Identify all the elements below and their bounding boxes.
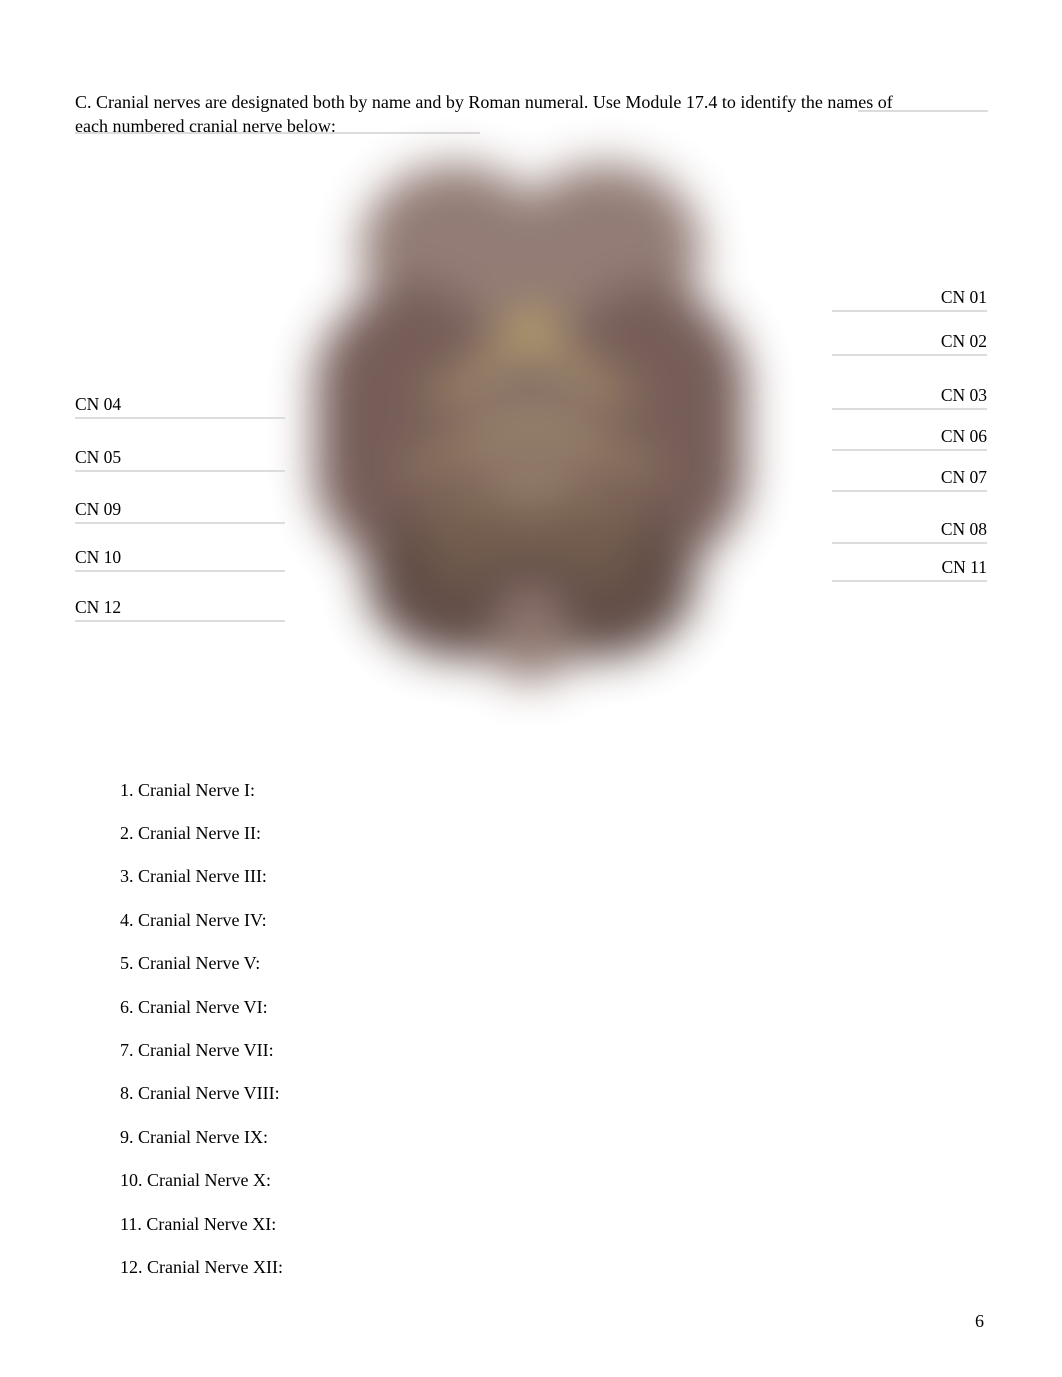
diagram-label-cn10: CN 10 <box>75 547 285 572</box>
label-underline <box>832 449 987 451</box>
label-underline <box>75 620 285 622</box>
diagram-label-cn12: CN 12 <box>75 597 285 622</box>
diagram-label-text: CN 04 <box>75 394 121 414</box>
list-item: 4. Cranial Nerve IV: <box>120 909 987 932</box>
list-item: 12. Cranial Nerve XII: <box>120 1256 987 1279</box>
label-underline <box>75 570 285 572</box>
brain-inferior-view-image <box>316 159 746 679</box>
diagram-label-text: CN 05 <box>75 447 121 467</box>
label-underline <box>75 522 285 524</box>
diagram-label-cn04: CN 04 <box>75 394 285 419</box>
cranial-nerve-answer-list: 1. Cranial Nerve I: 2. Cranial Nerve II:… <box>75 779 987 1280</box>
diagram-label-cn05: CN 05 <box>75 447 285 472</box>
diagram-label-cn07: CN 07 <box>832 467 987 492</box>
diagram-label-cn06: CN 06 <box>832 426 987 451</box>
label-underline <box>832 580 987 582</box>
list-item: 7. Cranial Nerve VII: <box>120 1039 987 1062</box>
diagram-label-text: CN 03 <box>941 385 987 405</box>
list-item: 8. Cranial Nerve VIII: <box>120 1082 987 1105</box>
list-item: 2. Cranial Nerve II: <box>120 822 987 845</box>
label-underline <box>832 354 987 356</box>
label-underline <box>832 310 987 312</box>
label-underline <box>75 417 285 419</box>
cranial-nerve-diagram-region: CN 04 CN 05 CN 09 CN 10 CN 12 CN 01 CN 0… <box>75 149 987 709</box>
diagram-label-cn01: CN 01 <box>832 287 987 312</box>
diagram-label-cn08: CN 08 <box>832 519 987 544</box>
list-item: 3. Cranial Nerve III: <box>120 865 987 888</box>
diagram-label-text: CN 11 <box>941 557 987 577</box>
label-underline <box>832 408 987 410</box>
diagram-label-cn09: CN 09 <box>75 499 285 524</box>
diagram-label-text: CN 01 <box>941 287 987 307</box>
document-page: C. Cranial nerves are designated both by… <box>0 0 1062 1377</box>
list-item: 9. Cranial Nerve IX: <box>120 1126 987 1149</box>
diagram-label-cn11: CN 11 <box>832 557 987 582</box>
diagram-label-text: CN 10 <box>75 547 121 567</box>
diagram-label-text: CN 06 <box>941 426 987 446</box>
list-item: 1. Cranial Nerve I: <box>120 779 987 802</box>
diagram-label-text: CN 12 <box>75 597 121 617</box>
diagram-label-text: CN 08 <box>941 519 987 539</box>
list-item: 6. Cranial Nerve VI: <box>120 996 987 1019</box>
diagram-label-text: CN 07 <box>941 467 987 487</box>
instructions-underline <box>75 132 480 134</box>
list-item: 11. Cranial Nerve XI: <box>120 1213 987 1236</box>
label-underline <box>75 470 285 472</box>
label-underline <box>832 542 987 544</box>
list-item: 5. Cranial Nerve V: <box>120 952 987 975</box>
diagram-label-text: CN 02 <box>941 331 987 351</box>
diagram-label-cn02: CN 02 <box>832 331 987 356</box>
instructions-underline <box>858 110 988 112</box>
diagram-label-cn03: CN 03 <box>832 385 987 410</box>
page-number: 6 <box>975 1311 984 1332</box>
diagram-label-text: CN 09 <box>75 499 121 519</box>
label-underline <box>832 490 987 492</box>
list-item: 10. Cranial Nerve X: <box>120 1169 987 1192</box>
